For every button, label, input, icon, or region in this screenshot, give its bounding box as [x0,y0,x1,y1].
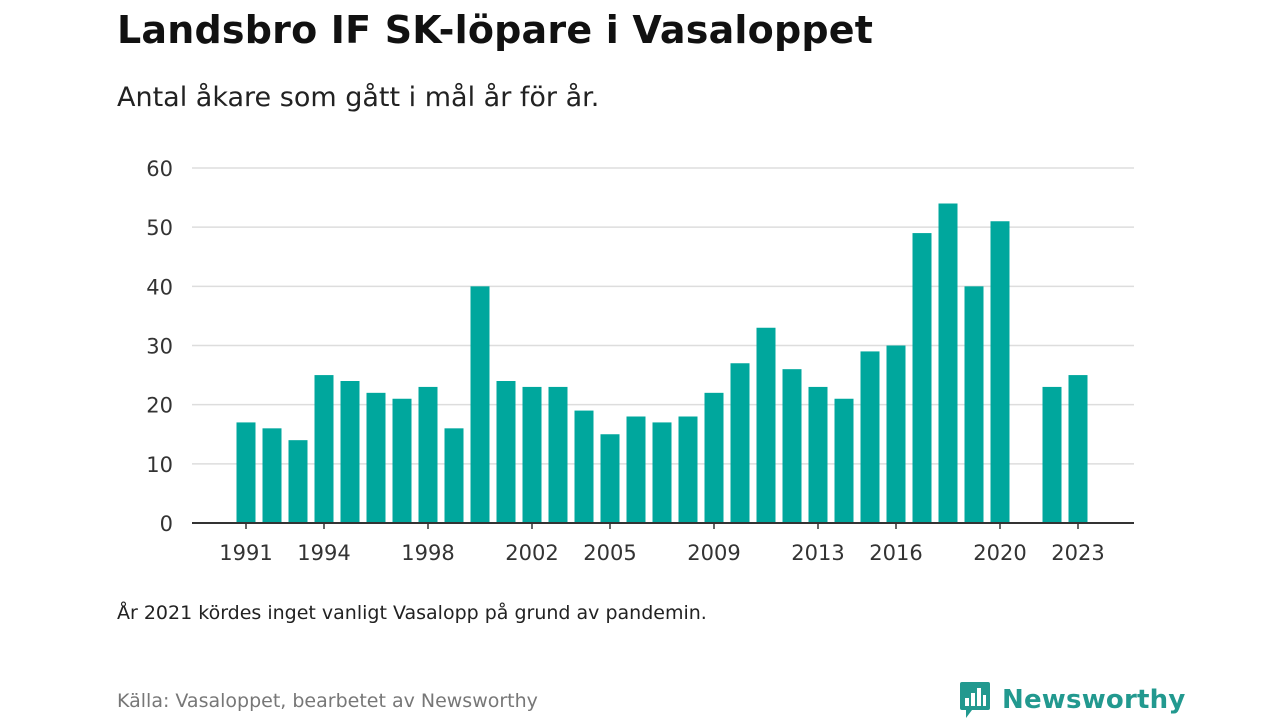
bar [834,398,854,523]
y-tick-label: 20 [146,394,173,418]
newsworthy-logo-icon [960,682,990,718]
bar [652,422,672,523]
chart-title: Landsbro IF SK-löpare i Vasaloppet [117,8,874,52]
bar [730,363,750,523]
y-tick-label: 50 [146,216,173,240]
bar [236,422,256,523]
newsworthy-brand: Newsworthy [958,680,1185,720]
bar [860,351,880,523]
bar [990,221,1010,523]
bar [470,286,490,523]
bars [236,203,1088,524]
bar [418,386,438,523]
bar [704,392,724,523]
bar [1042,386,1062,523]
x-tick-label: 1994 [297,541,350,565]
bar [366,392,386,523]
bar [938,203,958,523]
x-tick-label: 1991 [219,541,272,565]
y-tick-label: 10 [146,453,173,477]
bar [262,428,282,523]
y-tick-label: 0 [160,512,173,536]
x-tick-label: 2013 [791,541,844,565]
bar [756,327,776,523]
x-tick-label: 2002 [505,541,558,565]
bar [912,233,932,524]
bar-chart: 0 10 20 30 40 50 60 1991 1994 1998 2002 2005 2009 201… [146,157,1134,565]
bar [886,345,906,523]
x-tick-label: 2023 [1051,541,1104,565]
bar [964,286,984,523]
x-tick-label: 1998 [401,541,454,565]
bar [1068,375,1088,523]
bar [392,398,412,523]
y-tick-label: 60 [146,157,173,181]
y-tick-label: 30 [146,335,173,359]
source-text: Källa: Vasaloppet, bearbetet av Newswort… [117,690,538,712]
bar [548,386,568,523]
x-tick-label: 2009 [687,541,740,565]
chart-subtitle: Antal åkare som gått i mål år för år. [117,82,600,113]
bar [808,386,828,523]
bar [574,410,594,523]
brand-name: Newsworthy [1002,685,1186,715]
bar [496,381,516,523]
bar [340,381,360,523]
bar [522,386,542,523]
chart-note: År 2021 kördes inget vanligt Vasalopp på… [117,602,707,624]
bar [678,416,698,523]
bar [782,369,802,523]
x-tick-label: 2005 [583,541,636,565]
axes: 0 10 20 30 40 50 60 1991 1994 1998 2002 2005 2009 201… [146,157,1134,565]
bar [444,428,464,523]
y-tick-label: 40 [146,275,173,299]
bar [600,434,620,523]
bar [314,375,334,523]
x-tick-label: 2016 [869,541,922,565]
x-tick-label: 2020 [973,541,1026,565]
bar [288,440,308,523]
bar [626,416,646,523]
